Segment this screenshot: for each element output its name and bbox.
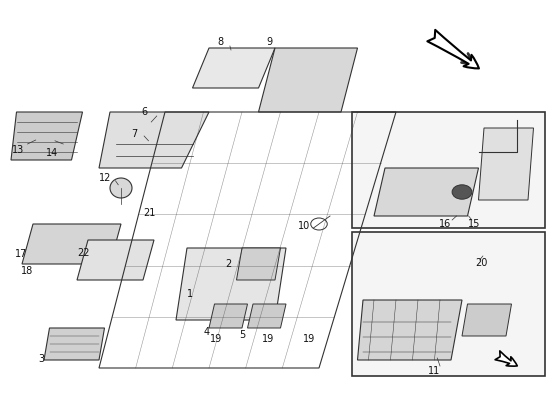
Text: 10: 10	[298, 221, 310, 231]
Text: 17: 17	[15, 248, 27, 258]
Text: 5: 5	[239, 330, 245, 340]
Polygon shape	[44, 328, 104, 360]
Text: 7: 7	[131, 129, 138, 139]
Text: 15: 15	[468, 219, 480, 229]
Text: 20: 20	[475, 258, 487, 268]
Text: 3: 3	[38, 354, 45, 364]
Polygon shape	[209, 304, 248, 328]
Ellipse shape	[110, 178, 132, 198]
Polygon shape	[77, 240, 154, 280]
Polygon shape	[176, 248, 286, 320]
Polygon shape	[192, 48, 275, 88]
Text: 6: 6	[141, 107, 147, 117]
Text: 21: 21	[144, 208, 156, 218]
Polygon shape	[11, 112, 82, 160]
Text: 19: 19	[210, 334, 222, 344]
Text: 13: 13	[12, 146, 24, 155]
Polygon shape	[258, 48, 358, 112]
Text: 19: 19	[303, 334, 315, 344]
Text: 4: 4	[203, 327, 210, 337]
Bar	[352, 112, 544, 228]
Text: 9: 9	[266, 37, 273, 47]
Text: 19: 19	[262, 334, 274, 344]
Polygon shape	[374, 168, 478, 216]
Circle shape	[452, 185, 472, 199]
Text: 8: 8	[217, 37, 223, 47]
Text: 16: 16	[439, 219, 452, 229]
Polygon shape	[22, 224, 121, 264]
Polygon shape	[358, 300, 462, 360]
Polygon shape	[248, 304, 286, 328]
Text: 12: 12	[100, 173, 112, 183]
Text: 1: 1	[186, 289, 193, 299]
Polygon shape	[99, 112, 209, 168]
Text: 18: 18	[21, 266, 34, 276]
Polygon shape	[462, 304, 512, 336]
Bar	[352, 232, 544, 376]
Text: 14: 14	[46, 148, 58, 158]
Text: 11: 11	[428, 366, 441, 376]
Text: 22: 22	[78, 248, 90, 258]
Polygon shape	[478, 128, 534, 200]
Text: 2: 2	[225, 259, 232, 269]
Polygon shape	[236, 248, 280, 280]
